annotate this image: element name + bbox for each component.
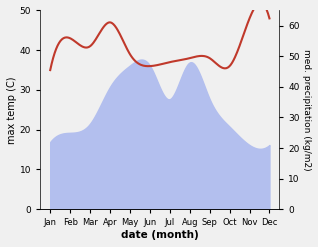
Y-axis label: med. precipitation (kg/m2): med. precipitation (kg/m2) [302,49,311,171]
Y-axis label: max temp (C): max temp (C) [7,76,17,144]
X-axis label: date (month): date (month) [121,230,199,240]
